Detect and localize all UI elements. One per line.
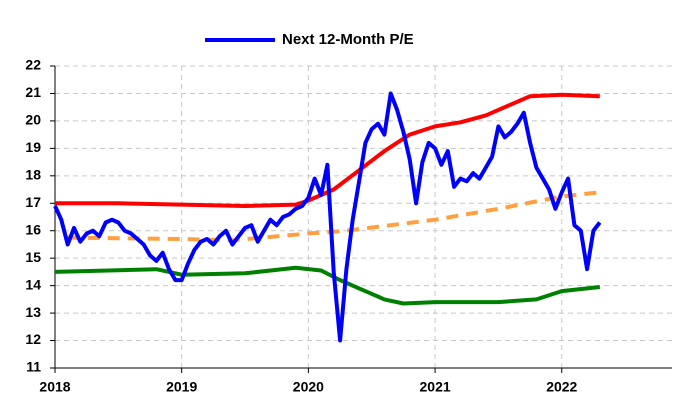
x-tick-label: 2022	[546, 379, 577, 395]
line-series	[54, 265, 601, 306]
y-tick-label: 21	[25, 84, 41, 100]
x-tick-label: 2019	[166, 379, 197, 395]
y-tick-label: 19	[25, 139, 41, 155]
x-tick-label: 2018	[39, 379, 70, 395]
y-tick-label: 16	[25, 221, 41, 237]
y-tick-label: 17	[25, 194, 41, 210]
x-tick-label: 2020	[293, 379, 324, 395]
y-tick-label: 15	[25, 249, 41, 265]
y-tick-label: 12	[25, 331, 41, 347]
line-series	[53, 91, 602, 343]
y-tick-label: 11	[26, 359, 41, 375]
x-tick-label: 2021	[420, 379, 451, 395]
y-tick-label: 20	[25, 112, 41, 128]
y-tick-label: 13	[25, 304, 41, 320]
line-series	[67, 190, 601, 243]
y-tick-label: 22	[25, 57, 41, 73]
line-series	[55, 92, 600, 208]
y-tick-label: 18	[25, 167, 41, 183]
y-tick-label: 14	[25, 276, 41, 292]
legend-label: Next 12-Month P/E	[282, 31, 414, 48]
